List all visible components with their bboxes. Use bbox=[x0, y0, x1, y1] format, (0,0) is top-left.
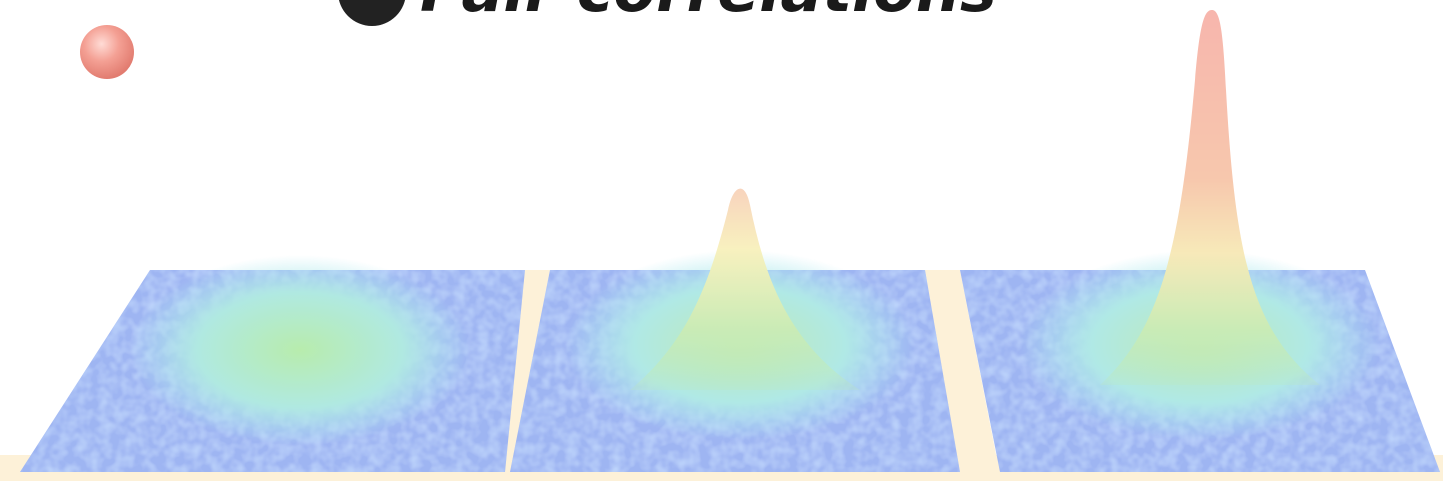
title: Pair correlations bbox=[420, 0, 997, 26]
correlation-mound bbox=[130, 255, 470, 445]
correlation-peak bbox=[630, 188, 860, 390]
gap bbox=[925, 270, 1000, 475]
ball-icon bbox=[80, 25, 134, 79]
correlation-plots bbox=[0, 10, 1443, 481]
bullet bbox=[338, 0, 406, 26]
correlation-peak bbox=[1100, 10, 1320, 385]
